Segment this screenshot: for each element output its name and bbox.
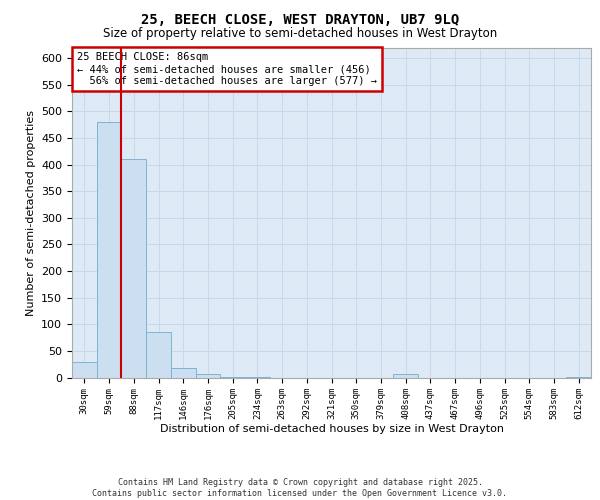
- Bar: [220, 377, 245, 378]
- Bar: [196, 374, 220, 378]
- Text: 25 BEECH CLOSE: 86sqm
← 44% of semi-detached houses are smaller (456)
  56% of s: 25 BEECH CLOSE: 86sqm ← 44% of semi-deta…: [77, 52, 377, 86]
- X-axis label: Distribution of semi-detached houses by size in West Drayton: Distribution of semi-detached houses by …: [160, 424, 503, 434]
- Bar: [97, 122, 121, 378]
- Bar: [393, 374, 418, 378]
- Y-axis label: Number of semi-detached properties: Number of semi-detached properties: [26, 110, 35, 316]
- Bar: [146, 332, 171, 378]
- Text: Contains HM Land Registry data © Crown copyright and database right 2025.
Contai: Contains HM Land Registry data © Crown c…: [92, 478, 508, 498]
- Bar: [245, 377, 270, 378]
- Bar: [72, 362, 97, 378]
- Bar: [566, 377, 591, 378]
- Bar: [171, 368, 196, 378]
- Text: 25, BEECH CLOSE, WEST DRAYTON, UB7 9LQ: 25, BEECH CLOSE, WEST DRAYTON, UB7 9LQ: [141, 12, 459, 26]
- Bar: [121, 160, 146, 378]
- Text: Size of property relative to semi-detached houses in West Drayton: Size of property relative to semi-detach…: [103, 28, 497, 40]
